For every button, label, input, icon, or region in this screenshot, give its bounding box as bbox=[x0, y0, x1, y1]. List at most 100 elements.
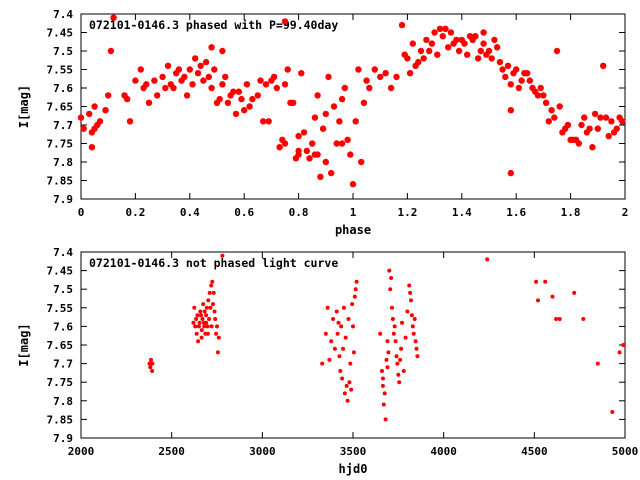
data-point bbox=[442, 25, 449, 32]
data-point bbox=[254, 92, 261, 99]
data-point bbox=[352, 118, 359, 125]
data-point bbox=[407, 283, 412, 288]
data-point bbox=[154, 92, 161, 99]
data-point bbox=[257, 77, 264, 84]
data-point bbox=[337, 354, 342, 359]
data-point bbox=[415, 354, 420, 359]
data-point bbox=[209, 324, 214, 329]
data-point bbox=[175, 66, 183, 73]
data-point bbox=[507, 81, 514, 88]
data-point bbox=[207, 317, 211, 321]
data-point bbox=[526, 77, 533, 84]
data-point bbox=[594, 125, 601, 132]
data-point bbox=[202, 309, 207, 314]
y-tick-label: 7.8 bbox=[53, 156, 73, 169]
data-point bbox=[309, 140, 316, 147]
data-point bbox=[319, 125, 327, 132]
y-tick-label: 7.85 bbox=[47, 175, 74, 188]
data-point bbox=[347, 151, 354, 158]
data-point bbox=[548, 107, 555, 114]
data-point bbox=[162, 84, 169, 92]
x-tick-label: 3000 bbox=[249, 445, 276, 458]
y-tick-label: 7.5 bbox=[53, 283, 73, 296]
data-point bbox=[464, 51, 471, 58]
data-point bbox=[246, 103, 253, 110]
data-point bbox=[196, 339, 201, 344]
data-point bbox=[132, 77, 139, 84]
data-point bbox=[389, 276, 394, 280]
data-point bbox=[230, 88, 237, 95]
data-point bbox=[377, 73, 384, 81]
plot-frame bbox=[80, 13, 626, 200]
data-point bbox=[502, 73, 509, 81]
data-point bbox=[208, 44, 215, 51]
data-point bbox=[341, 84, 348, 92]
x-tick-label: 4500 bbox=[521, 445, 548, 458]
data-point bbox=[204, 313, 209, 318]
data-point bbox=[330, 103, 338, 110]
data-point bbox=[201, 302, 206, 307]
y-tick-label: 7.5 bbox=[53, 45, 73, 58]
data-point bbox=[345, 398, 350, 403]
data-point bbox=[197, 320, 202, 325]
data-point bbox=[341, 305, 346, 310]
data-point bbox=[339, 324, 344, 329]
data-point bbox=[398, 357, 403, 362]
data-point bbox=[575, 140, 582, 147]
data-point bbox=[507, 107, 514, 114]
data-point bbox=[194, 331, 199, 336]
data-point bbox=[390, 305, 394, 310]
data-point bbox=[208, 84, 215, 92]
data-point bbox=[260, 118, 267, 125]
data-point bbox=[210, 279, 215, 284]
data-point bbox=[80, 125, 87, 132]
data-point bbox=[436, 25, 444, 32]
data-point bbox=[480, 29, 487, 36]
data-point bbox=[341, 346, 345, 351]
data-point bbox=[461, 40, 468, 47]
data-point bbox=[137, 66, 144, 73]
y-tick-label: 7.8 bbox=[53, 395, 73, 408]
x-tick-label: 1.8 bbox=[561, 206, 581, 219]
y-axis-label: I[mag] bbox=[17, 85, 31, 128]
data-point bbox=[420, 55, 427, 62]
data-point bbox=[381, 402, 386, 407]
data-point bbox=[400, 320, 404, 325]
data-point bbox=[197, 62, 204, 69]
data-point bbox=[412, 317, 417, 321]
data-point bbox=[350, 302, 355, 307]
data-point bbox=[406, 70, 414, 77]
data-point bbox=[534, 92, 542, 99]
y-tick-label: 7.45 bbox=[47, 27, 74, 40]
data-point bbox=[353, 287, 358, 292]
phased-light-curve-plot: 0 0.2 0.4 0.6 0.8 1 1.2 1.4 1.6 1.8 2 7.4 7.45 7.5 7.5… bbox=[17, 8, 628, 237]
data-point bbox=[212, 309, 217, 314]
data-point bbox=[581, 114, 588, 121]
data-point bbox=[281, 81, 289, 88]
data-point bbox=[295, 151, 302, 158]
plot-frame bbox=[80, 251, 626, 439]
y-tick-label: 7.6 bbox=[53, 82, 73, 95]
data-point bbox=[578, 121, 585, 129]
data-point bbox=[426, 47, 433, 55]
data-point bbox=[328, 169, 335, 177]
data-point bbox=[536, 298, 540, 303]
data-point bbox=[387, 268, 392, 273]
x-tick-label: 1.6 bbox=[506, 206, 526, 219]
data-point bbox=[183, 92, 191, 99]
data-point bbox=[107, 47, 115, 55]
data-point bbox=[338, 140, 346, 147]
data-point bbox=[196, 324, 201, 329]
y-axis-label: I[mag] bbox=[17, 323, 31, 366]
data-point bbox=[366, 84, 373, 92]
data-point bbox=[213, 317, 218, 321]
data-point bbox=[399, 346, 404, 351]
data-point bbox=[540, 92, 547, 99]
data-point bbox=[396, 372, 401, 377]
data-point bbox=[386, 350, 391, 355]
data-point bbox=[216, 95, 223, 103]
data-point bbox=[86, 110, 93, 118]
data-point bbox=[281, 140, 289, 147]
data-point bbox=[393, 339, 398, 344]
x-tick-label: 1.2 bbox=[397, 206, 417, 219]
